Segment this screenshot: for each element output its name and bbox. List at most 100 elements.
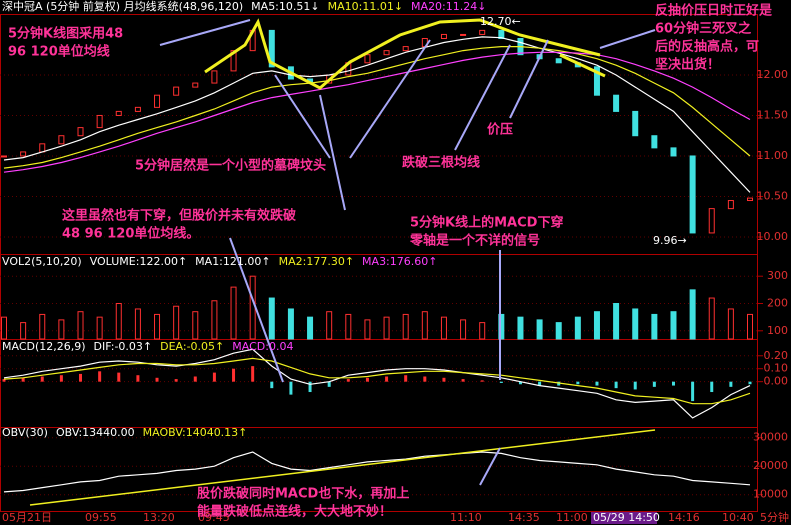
hand-lines (29, 18, 656, 506)
volume-bar (173, 305, 180, 340)
candle (154, 94, 161, 108)
volume-bar (96, 316, 103, 340)
volume-bar (77, 311, 84, 340)
volume-bar (192, 311, 199, 340)
y-tick-label: 10.50 (757, 189, 789, 202)
panel-frames (0, 14, 758, 512)
y-tick-label: 100 (767, 324, 788, 337)
indicator-label: DEA:-0.05↑ (160, 340, 224, 353)
indicator-label: MA3:176.60↑ (362, 255, 437, 268)
time-label: 14:16 (668, 511, 700, 524)
volume-bar (364, 319, 371, 340)
volume-bar (249, 275, 256, 340)
indicator-label: MACD(12,26,9) (2, 340, 86, 353)
candle (383, 50, 390, 56)
y-tick-label: 20000 (753, 459, 788, 472)
volume-bar (689, 289, 696, 340)
volume-bar (402, 313, 409, 340)
annotation: 反抽价压日时正好是 (655, 3, 773, 19)
indicator-label: 深中冠A (5分钟 前复权) 月均线系统(48,96,120) (2, 0, 243, 13)
volume-bar (421, 311, 428, 340)
time-label: 13:20 (143, 511, 175, 524)
time-label: 05月21日 (2, 511, 52, 524)
candle (708, 208, 715, 234)
obv-trendline (29, 429, 656, 506)
volume-bar (479, 322, 486, 340)
indicator-label: DIF:-0.03↑ (94, 340, 153, 353)
volume-bar (517, 316, 524, 340)
volume-bar (632, 308, 639, 340)
candle (460, 33, 467, 36)
arrow (599, 29, 656, 49)
annotation: 5分钟K线图采用48 (8, 26, 123, 42)
volume-bar (58, 319, 65, 340)
annotation: 跌破三根均线 (402, 155, 480, 171)
annotation: 价压 (487, 123, 513, 138)
time-label: 10:40 (722, 511, 754, 524)
candle (211, 70, 218, 84)
candle (268, 29, 275, 68)
indicator-label: VOLUME:122.00↑ (90, 255, 187, 268)
candle (192, 82, 199, 88)
volume-bar (39, 313, 46, 340)
dea-line (3, 357, 751, 405)
candle (555, 58, 562, 64)
indicator-label: MA5:10.51↓ (251, 0, 319, 13)
volume-bar (670, 311, 677, 340)
candle (39, 143, 46, 153)
y-tick-label: 11.00 (757, 149, 789, 162)
volume-bar (287, 308, 294, 340)
candle (498, 29, 505, 39)
y-tick-label: 11.50 (757, 108, 789, 121)
y-tick-label: 300 (767, 269, 788, 282)
candle (670, 147, 677, 157)
ma-line (3, 36, 751, 193)
candle (689, 155, 696, 234)
annotation: 60分钟三死叉之 (655, 21, 751, 37)
candle (96, 114, 103, 129)
volume-bar (708, 297, 715, 340)
arrows (159, 19, 656, 486)
candle (440, 33, 447, 39)
ma-line (3, 45, 751, 169)
volume-bar (498, 313, 505, 340)
arrow (229, 237, 284, 383)
volume-bar (727, 308, 734, 340)
candle (115, 110, 122, 116)
volume-bar (593, 311, 600, 340)
time-label: 14:35 (508, 511, 540, 524)
ma-line (3, 51, 751, 173)
candle (747, 197, 753, 202)
annotation: 后的反抽高点，可 (655, 39, 759, 55)
candle (364, 54, 371, 64)
time-label: 09:55 (85, 511, 117, 524)
y-tick-label: 200 (767, 297, 788, 310)
volume-bar (154, 313, 161, 340)
hand-line (559, 53, 606, 78)
candle (402, 46, 409, 52)
arrow (319, 94, 346, 211)
volume-bar (211, 300, 218, 340)
annotation: 5分钟K线上的MACD下穿 (410, 215, 563, 231)
indicator-label: OBV:13440.00 (56, 426, 135, 439)
indicator-label: MA2:177.30↑ (279, 255, 354, 268)
volume-bar (20, 322, 27, 340)
volume-bar (574, 316, 581, 340)
candle (58, 135, 65, 145)
indicator-label: MA1:121.00↑ (195, 255, 270, 268)
low-label: 9.96→ (653, 234, 687, 247)
volume-bar (1, 316, 7, 340)
volume-bar (307, 316, 314, 340)
candle (134, 106, 141, 112)
candle (77, 127, 84, 137)
candle (593, 66, 600, 96)
time-label: 5分钟 (760, 510, 789, 524)
volume-bar (230, 286, 237, 340)
indicator-label: VOL2(5,10,20) (2, 255, 82, 268)
volume-bar (747, 313, 753, 340)
indicator-label: MACD:0.04 (232, 340, 293, 353)
candle (632, 110, 639, 137)
arrow (274, 74, 331, 159)
y-tick-label: 10.00 (757, 230, 789, 243)
